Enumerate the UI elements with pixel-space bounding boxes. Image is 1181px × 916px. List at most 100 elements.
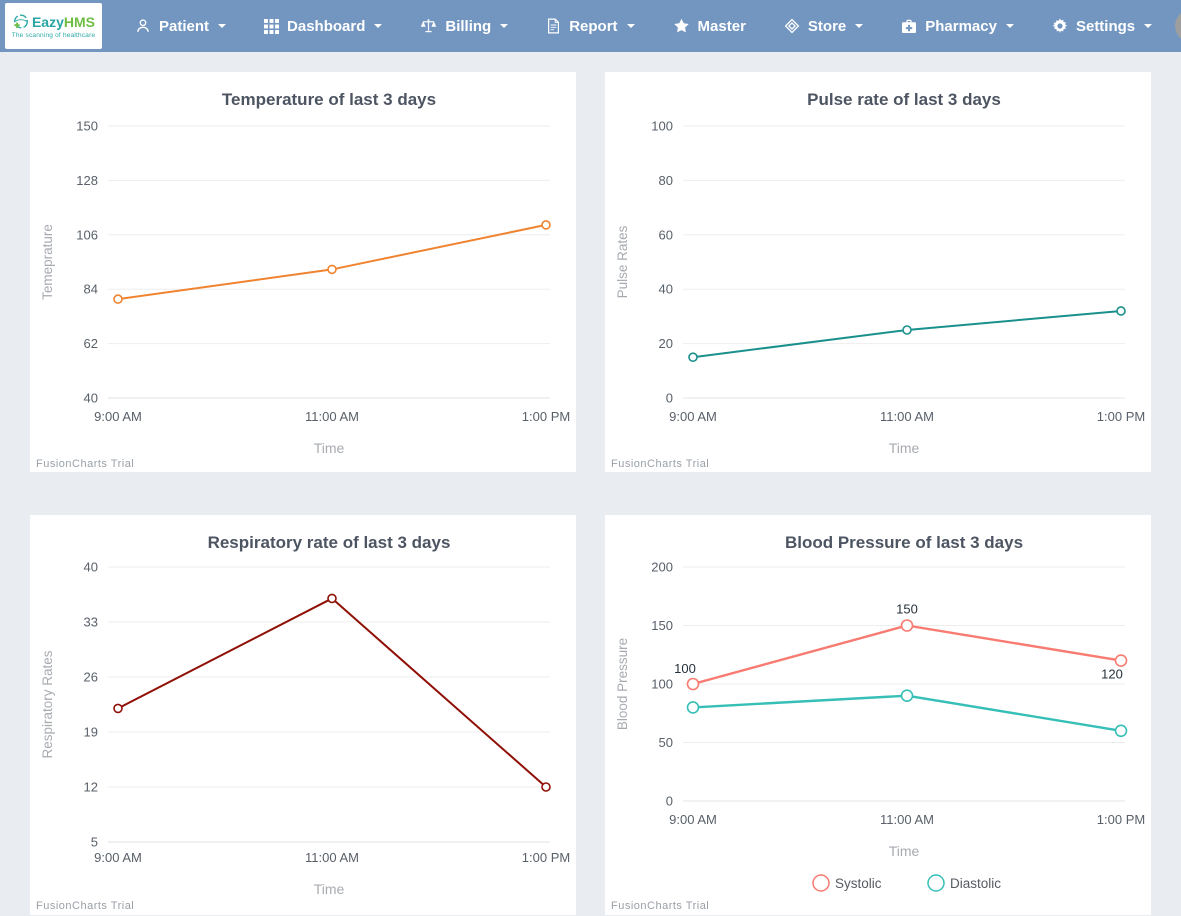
- nav-item-label: Dashboard: [287, 17, 366, 35]
- y-tick-label: 80: [659, 173, 673, 188]
- y-tick-label: 5: [91, 835, 98, 850]
- y-axis-title: Temeprature: [40, 224, 55, 300]
- y-tick-label: 84: [84, 282, 98, 297]
- data-point[interactable]: [902, 325, 912, 335]
- data-point[interactable]: [113, 703, 123, 714]
- nav-item-pharmacy[interactable]: Pharmacy: [882, 0, 1033, 52]
- nav-item-patient[interactable]: Patient: [116, 0, 245, 52]
- x-tick-label: 11:00 AM: [305, 850, 359, 865]
- chevron-down-icon: [374, 24, 383, 28]
- nav-item-dashboard[interactable]: Dashboard: [245, 0, 401, 52]
- y-tick-label: 19: [84, 725, 98, 740]
- person-icon: [135, 18, 151, 34]
- y-axis-title: Respiratory Rates: [40, 650, 55, 758]
- brand-name-secondary: HMS: [63, 14, 96, 30]
- data-label: 150: [896, 602, 918, 617]
- x-tick-label: 9:00 AM: [94, 409, 142, 424]
- pharmacy-icon: [901, 19, 917, 34]
- x-axis-title: Time: [314, 881, 345, 897]
- y-tick-label: 40: [659, 282, 673, 297]
- temperature-chart: Temperature of last 3 days 150 128 106 84 62 4…: [36, 90, 570, 470]
- chevron-down-icon: [218, 24, 227, 28]
- pulse-chart: Pulse rate of last 3 days 100 80 60 40 20 0 Pul…: [611, 90, 1145, 470]
- fusioncharts-watermark[interactable]: FusionCharts Trial: [611, 458, 709, 470]
- x-axis-title: Time: [314, 440, 345, 456]
- nav-item-label: Settings: [1075, 17, 1136, 35]
- data-point[interactable]: [327, 593, 337, 604]
- x-tick-label: 1:00 PM: [522, 850, 570, 865]
- chevron-down-icon: [626, 24, 635, 28]
- data-point[interactable]: [686, 677, 700, 691]
- data-point[interactable]: [1116, 306, 1126, 316]
- nav-item-settings[interactable]: Settings: [1033, 0, 1171, 52]
- nav-item-label: Patient: [159, 17, 210, 35]
- nav-item-label: Billing: [445, 17, 492, 35]
- y-tick-label: 50: [659, 735, 673, 750]
- fusioncharts-watermark[interactable]: FusionCharts Trial: [36, 900, 134, 912]
- gear-icon: [1052, 18, 1068, 34]
- legend-marker-systolic[interactable]: [812, 874, 830, 892]
- legend-label-systolic[interactable]: Systolic: [835, 876, 882, 891]
- legend-marker-diastolic[interactable]: [927, 874, 945, 892]
- y-axis-title: Pulse Rates: [615, 225, 630, 298]
- data-label: 100: [674, 661, 696, 676]
- x-tick-label: 1:00 PM: [522, 409, 570, 424]
- series-line-respiratory: [117, 597, 547, 788]
- dashboard-content: Temperature of last 3 days 150 128 106 84 62 4…: [0, 52, 1181, 915]
- nav-item-label: Store: [807, 17, 847, 35]
- legend-label-diastolic[interactable]: Diastolic: [950, 876, 1001, 891]
- nav-item-store[interactable]: Store: [765, 0, 882, 52]
- y-tick-label: 62: [84, 336, 98, 351]
- data-point[interactable]: [113, 294, 123, 304]
- data-point[interactable]: [327, 264, 337, 275]
- y-tick-label: 26: [84, 670, 98, 685]
- chevron-down-icon: [1005, 24, 1014, 28]
- grid-icon: [264, 18, 280, 34]
- y-tick-label: 200: [651, 560, 673, 575]
- brand-name-primary: Eazy: [31, 14, 64, 30]
- user-menu[interactable]: Admin: [1171, 9, 1181, 43]
- temperature-panel: Temperature of last 3 days 150 128 106 84 62 4…: [30, 72, 576, 472]
- data-label: 120: [1101, 667, 1123, 682]
- blood-pressure-panel: Blood Pressure of last 3 days 200 150 100 50…: [605, 515, 1151, 915]
- x-tick-label: 9:00 AM: [669, 409, 717, 424]
- fusioncharts-watermark[interactable]: FusionCharts Trial: [36, 458, 134, 470]
- globe-plus-icon: [12, 13, 30, 31]
- chevron-down-icon: [500, 24, 509, 28]
- data-point[interactable]: [541, 220, 551, 230]
- data-point[interactable]: [688, 352, 698, 363]
- x-tick-label: 11:00 AM: [305, 409, 359, 424]
- y-tick-label: 0: [666, 391, 673, 406]
- y-tick-label: 100: [651, 119, 673, 134]
- nav-item-billing[interactable]: Billing: [401, 0, 527, 52]
- fusioncharts-watermark[interactable]: FusionCharts Trial: [611, 900, 709, 912]
- y-tick-label: 40: [84, 391, 98, 406]
- data-point[interactable]: [900, 619, 914, 632]
- y-tick-label: 150: [76, 119, 98, 134]
- data-point[interactable]: [541, 782, 551, 792]
- x-tick-label: 1:00 PM: [1097, 409, 1145, 424]
- nav-item-master[interactable]: Master: [654, 0, 765, 52]
- brand-tagline: The scanning of healthcare: [11, 32, 96, 39]
- chart-title: Respiratory rate of last 3 days: [208, 533, 451, 552]
- y-tick-label: 106: [76, 227, 98, 242]
- brand-logo[interactable]: EazyHMS The scanning of healthcare: [5, 3, 102, 49]
- scales-icon: [420, 18, 437, 35]
- chart-title: Blood Pressure of last 3 days: [785, 533, 1023, 552]
- y-tick-label: 12: [84, 780, 98, 795]
- x-tick-label: 11:00 AM: [880, 409, 934, 424]
- main-menu: Patient Dashboard Billing Report Master Store…: [116, 0, 1171, 52]
- x-tick-label: 9:00 AM: [669, 812, 717, 827]
- data-point[interactable]: [1114, 724, 1128, 738]
- x-axis-title: Time: [889, 440, 920, 456]
- chart-title: Pulse rate of last 3 days: [807, 90, 1001, 109]
- y-tick-label: 60: [659, 227, 673, 242]
- data-point[interactable]: [1114, 654, 1128, 667]
- nav-item-report[interactable]: Report: [527, 0, 653, 52]
- chevron-down-icon: [855, 24, 864, 28]
- data-point[interactable]: [900, 689, 914, 702]
- data-point[interactable]: [686, 701, 700, 714]
- y-axis-title: Blood Pressure: [615, 638, 630, 730]
- nav-item-label: Master: [697, 17, 746, 35]
- avatar: [1175, 9, 1181, 43]
